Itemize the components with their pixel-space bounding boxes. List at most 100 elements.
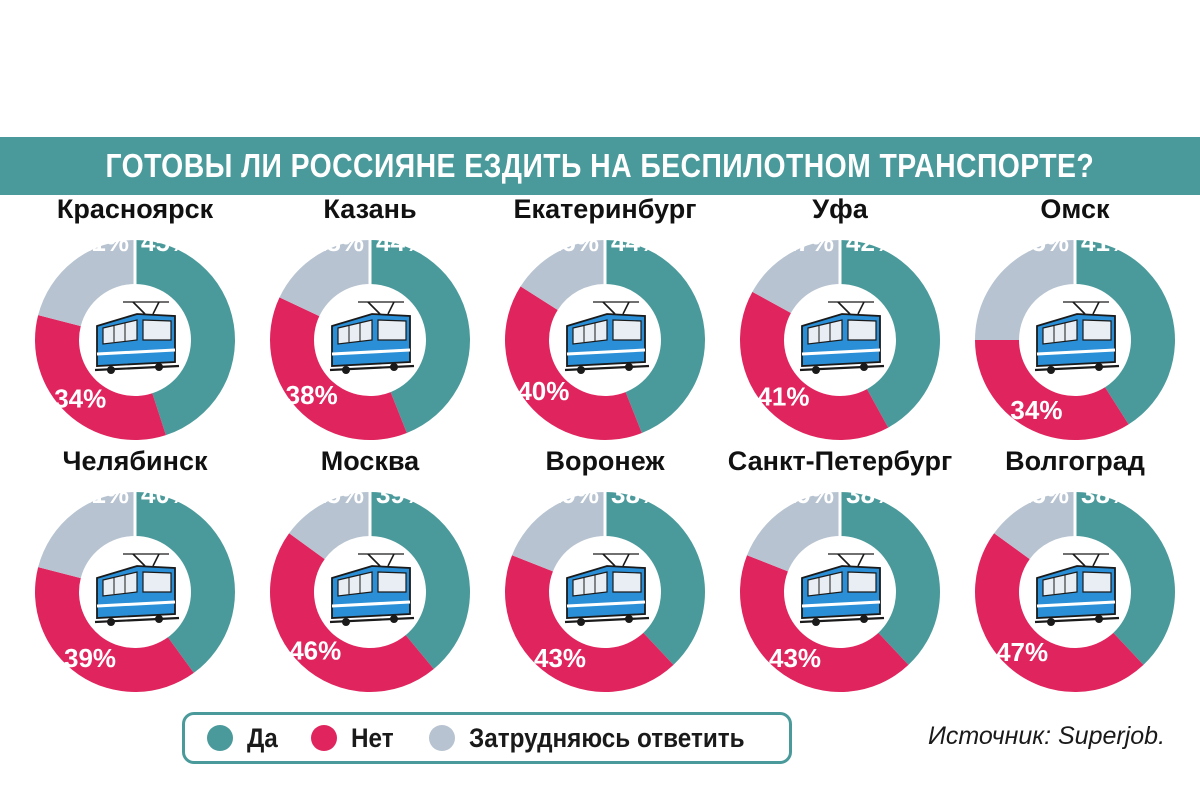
value-label-no: 34% — [1010, 395, 1062, 425]
value-label-no: 34% — [54, 383, 106, 413]
title-bar: ГОТОВЫ ЛИ РОССИЯНЕ ЕЗДИТЬ НА БЕСПИЛОТНОМ… — [0, 137, 1200, 195]
value-label-unsure: 18% — [312, 227, 364, 257]
slice-unsure — [38, 240, 135, 327]
legend-swatch-unsure — [428, 725, 455, 751]
value-label-no: 43% — [534, 643, 586, 673]
slice-unsure — [994, 492, 1075, 560]
value-label-yes: 45% — [141, 227, 193, 257]
slice-unsure — [289, 492, 370, 560]
tram-icon — [564, 553, 650, 626]
value-label-no: 41% — [757, 382, 809, 412]
slice-no — [975, 340, 1129, 440]
legend-label-no: Нет — [351, 722, 394, 753]
value-label-unsure: 15% — [1017, 479, 1069, 509]
value-label-unsure: 17% — [782, 227, 834, 257]
value-label-unsure: 16% — [547, 227, 599, 257]
slice-unsure — [747, 492, 840, 572]
value-label-no: 38% — [286, 380, 338, 410]
city-label: Волгоград — [1005, 446, 1145, 476]
tram-icon — [1034, 553, 1120, 626]
city-label: Уфа — [812, 194, 868, 224]
slice-no — [504, 555, 674, 692]
value-label-yes: 38% — [846, 479, 898, 509]
slice-unsure — [512, 492, 605, 572]
slice-yes — [605, 240, 705, 433]
legend-label-unsure: Затрудняюсь ответить — [468, 722, 745, 753]
tram-icon — [1034, 301, 1120, 374]
chart-title: ГОТОВЫ ЛИ РОССИЯНЕ ЕЗДИТЬ НА БЕСПИЛОТНОМ… — [105, 147, 1095, 184]
city-label: Казань — [323, 194, 416, 224]
value-label-yes: 44% — [611, 227, 663, 257]
slice-yes — [840, 492, 940, 665]
value-label-yes: 44% — [376, 227, 428, 257]
city-label: Красноярск — [57, 194, 214, 224]
slice-no — [975, 533, 1144, 692]
slice-unsure — [975, 240, 1075, 340]
slice-unsure — [520, 239, 605, 310]
legend-swatch-no — [311, 725, 338, 751]
legend-item-yes: Да — [207, 723, 281, 754]
value-label-yes: 38% — [611, 479, 663, 509]
tram-icon — [94, 553, 180, 626]
legend: Да Нет Затрудняюсь ответить — [182, 712, 792, 764]
value-label-unsure: 19% — [547, 479, 599, 509]
slice-yes — [1075, 492, 1175, 665]
slice-unsure — [38, 492, 135, 579]
legend-item-unsure: Затрудняюсь ответить — [428, 722, 775, 754]
source-note: Источник: Superjob. — [928, 722, 1166, 750]
value-label-unsure: 19% — [782, 479, 834, 509]
slice-unsure — [752, 240, 840, 314]
value-label-unsure: 25% — [1017, 227, 1069, 257]
slice-no — [505, 286, 642, 440]
city-label: Москва — [321, 446, 420, 476]
tram-icon — [94, 301, 180, 374]
value-label-yes: 41% — [1081, 227, 1133, 257]
value-label-unsure: 21% — [77, 227, 129, 257]
value-label-no: 46% — [289, 635, 341, 665]
city-label: Воронеж — [545, 446, 665, 476]
slice-yes — [135, 492, 235, 673]
slice-yes — [370, 240, 470, 433]
value-label-no: 47% — [996, 637, 1048, 667]
value-label-unsure: 15% — [312, 479, 364, 509]
slice-no — [34, 567, 194, 692]
slice-no — [740, 555, 909, 692]
legend-label-yes: Да — [247, 722, 278, 753]
slice-yes — [370, 492, 470, 670]
value-label-no: 39% — [64, 643, 116, 673]
slice-no — [269, 297, 407, 441]
value-label-yes: 39% — [376, 479, 428, 509]
slice-yes — [135, 240, 236, 436]
tram-icon — [329, 301, 415, 374]
value-label-yes: 42% — [846, 227, 898, 257]
value-label-yes: 38% — [1081, 479, 1133, 509]
slice-yes — [1075, 240, 1175, 425]
slice-unsure — [279, 240, 370, 317]
city-label: Челябинск — [62, 446, 207, 476]
value-label-no: 40% — [517, 376, 569, 406]
city-label: Санкт-Петербург — [728, 446, 952, 476]
legend-item-no: Нет — [311, 723, 398, 754]
legend-swatch-yes — [207, 725, 233, 751]
tram-icon — [799, 553, 885, 626]
city-label: Екатеринбург — [514, 194, 697, 224]
city-label: Омск — [1040, 194, 1110, 224]
slice-yes — [605, 492, 706, 665]
slice-no — [739, 291, 889, 440]
tram-icon — [799, 301, 885, 374]
slice-no — [34, 315, 166, 440]
slice-no — [270, 533, 434, 692]
tram-icon — [564, 301, 650, 374]
value-label-yes: 40% — [141, 479, 193, 509]
